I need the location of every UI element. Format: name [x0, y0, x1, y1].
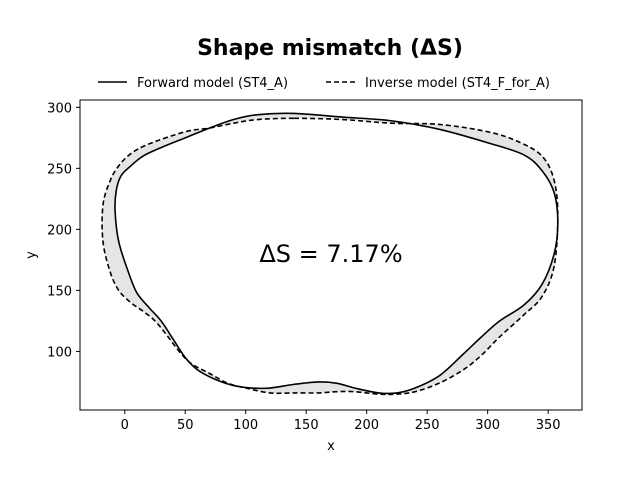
x-tick-label: 350	[536, 418, 561, 433]
x-axis-label: x	[327, 439, 335, 454]
x-tick-label: 150	[294, 418, 319, 433]
y-tick-label: 200	[47, 223, 72, 238]
y-tick-label: 300	[47, 101, 72, 116]
y-tick-label: 150	[47, 284, 72, 299]
x-tick-label: 300	[475, 418, 500, 433]
legend: Forward model (ST4_A) Inverse model (ST4…	[98, 76, 550, 91]
y-tick-label: 100	[47, 345, 72, 360]
legend-label-forward: Forward model (ST4_A)	[137, 76, 288, 91]
delta-s-annotation: ΔS = 7.17%	[259, 240, 402, 268]
x-tick-label: 0	[121, 418, 129, 433]
y-axis-label: y	[24, 251, 39, 259]
x-tick-label: 250	[415, 418, 440, 433]
x-tick-label: 50	[177, 418, 194, 433]
y-tick-label: 250	[47, 162, 72, 177]
series-inverse-model-line	[101, 117, 559, 396]
plot-area	[101, 112, 559, 396]
y-axis-ticks: 100 150 200 250 300	[47, 101, 80, 360]
axes-frame	[79, 99, 583, 411]
chart-title: Shape mismatch (ΔS)	[197, 36, 463, 61]
mismatch-shaded-region	[102, 113, 558, 395]
x-axis-ticks: 0 50 100 150 200 250 300 350	[121, 410, 561, 433]
x-tick-label: 200	[354, 418, 379, 433]
legend-label-inverse: Inverse model (ST4_F_for_A)	[365, 76, 550, 91]
series-forward-model-line	[114, 112, 559, 395]
x-tick-label: 100	[233, 418, 258, 433]
